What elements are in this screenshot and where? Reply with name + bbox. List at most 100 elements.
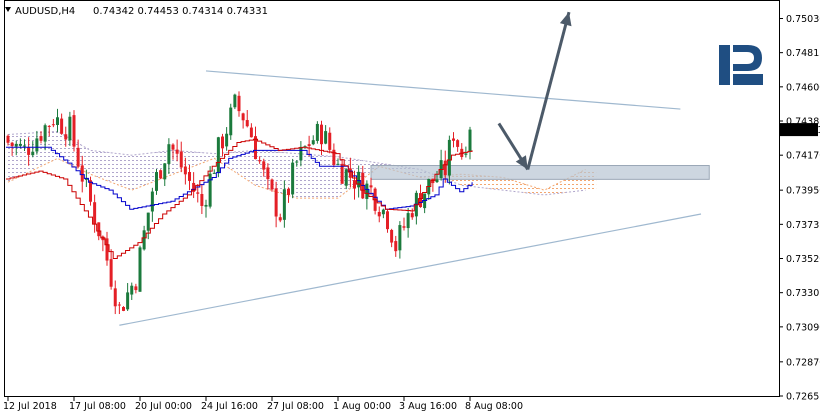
candle-body [221, 136, 224, 149]
cloud-segment [550, 186, 555, 194]
cloud-segment [51, 131, 56, 161]
candle-body [398, 225, 402, 251]
cloud-segment [319, 155, 324, 199]
candle-body [171, 144, 175, 150]
logo-mark-icon [733, 45, 762, 71]
cloud-segment [480, 175, 485, 188]
cloud-segment [269, 151, 275, 191]
candle-body [196, 192, 200, 194]
candle-body [249, 127, 253, 138]
candle-body [369, 185, 373, 188]
candle-body [175, 149, 179, 154]
candle-body [47, 125, 51, 127]
cloud-segment [294, 153, 300, 199]
candle-body [35, 138, 39, 152]
current-price-label: 0.74331 [780, 123, 820, 137]
candle-body [97, 222, 101, 237]
cloud-segment [513, 181, 518, 192]
candle-body [155, 172, 158, 191]
cloud-segment [538, 188, 543, 195]
cloud-segment [129, 155, 135, 191]
cloud-segment [274, 152, 279, 192]
cloud-segment [208, 153, 213, 160]
cloud-segment [191, 152, 196, 167]
candle-body [43, 125, 47, 142]
cloud-segment [14, 133, 19, 179]
cloud-segment [492, 176, 498, 190]
cloud-segment [175, 150, 180, 173]
candles [6, 91, 472, 315]
cloud-segment [575, 173, 580, 192]
logo-underline [733, 74, 763, 85]
cloud-segment [463, 174, 469, 186]
candle-body [266, 167, 270, 180]
cloud-segment [579, 171, 584, 191]
candle-body [320, 124, 323, 145]
candle-body [179, 151, 183, 168]
candle-body [348, 168, 352, 178]
cloud-segment [253, 150, 258, 186]
cloud-segment [109, 152, 114, 183]
cloud-segment [327, 156, 333, 199]
cloud-segment [554, 183, 559, 194]
candle-body [93, 202, 97, 225]
cloud-segment [71, 140, 77, 167]
candle-body [282, 189, 286, 220]
cloud-segment [203, 152, 209, 162]
cloud-segment [558, 181, 564, 194]
candle-body [262, 161, 266, 170]
cloud-segment [38, 132, 44, 167]
candle-body [31, 151, 35, 156]
cloud-segment [377, 163, 382, 167]
cloud-segment [55, 131, 60, 159]
dropdown-triangle-icon[interactable] [5, 7, 11, 12]
cloud-segment [476, 175, 481, 188]
candle-body [291, 162, 295, 195]
cloud-segment [364, 161, 370, 176]
cloud-segment [100, 151, 106, 180]
cloud-segment [18, 133, 23, 177]
candle-body [192, 182, 196, 192]
candle-body [200, 194, 204, 206]
candle-body [386, 211, 389, 230]
candle-body [315, 123, 319, 141]
candle-body [183, 166, 187, 175]
cloud-segment [158, 151, 163, 180]
current-price-value: 0.74331 [784, 125, 820, 136]
candle-body [27, 147, 31, 155]
forecast-arrow-up [526, 11, 571, 170]
candle-body [464, 153, 468, 155]
cloud-segment [224, 152, 229, 167]
candle-body [410, 213, 414, 218]
x-tick-label: 3 Aug 16:00 [399, 401, 457, 412]
x-tick-label: 24 Jul 16:00 [201, 401, 258, 412]
candle-body [51, 124, 55, 126]
cloud-segment [315, 155, 320, 199]
candle-body [138, 247, 142, 292]
candle-body [142, 230, 146, 250]
current-price-badge [780, 123, 818, 137]
candle-body [105, 238, 109, 261]
candle-body [6, 135, 10, 143]
candle-body [274, 188, 278, 217]
candle-body [311, 140, 315, 145]
cloud-segment [496, 177, 502, 190]
candle-body [204, 204, 208, 207]
cloud-segment [517, 182, 522, 193]
y-tick-label: 0.73735 [786, 220, 820, 231]
cloud-segment [488, 176, 493, 189]
cloud-segment [187, 151, 192, 168]
candle-body [237, 95, 241, 112]
cloud-segment [331, 156, 337, 199]
x-axis: 12 Jul 2018 17 Jul 08:00 20 Jul 00:00 24 Ju… [3, 396, 523, 412]
cloud-segment [22, 133, 27, 175]
cloud-segment [195, 152, 201, 165]
cloud-segment [335, 156, 341, 199]
cloud-segment [199, 152, 205, 164]
cloud-segment [63, 136, 69, 163]
